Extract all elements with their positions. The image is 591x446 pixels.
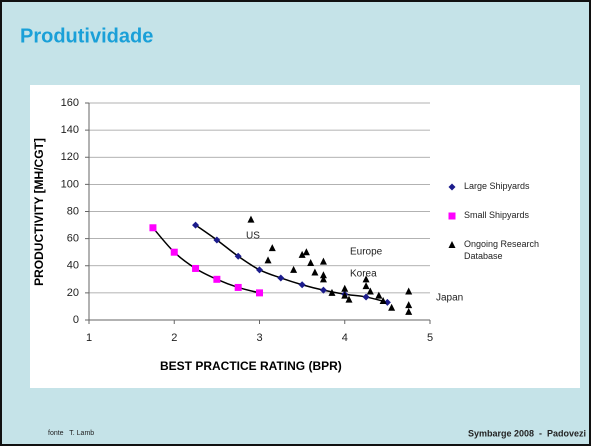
y-tick-label: 140: [61, 124, 79, 136]
y-tick-label: 120: [61, 151, 79, 163]
data-point: [405, 301, 413, 309]
x-tick-label: 5: [427, 332, 433, 344]
legend-entry: Small Shipyards: [464, 210, 530, 220]
data-point: [192, 264, 200, 272]
data-point: [234, 252, 242, 260]
data-point: [345, 295, 353, 303]
legend-entry: Large Shipyards: [464, 181, 530, 191]
x-tick-label: 1: [86, 332, 92, 344]
y-tick-label: 160: [61, 97, 79, 109]
trend-line: [195, 224, 388, 304]
data-point: [298, 250, 306, 258]
data-point: [405, 307, 413, 315]
slide-title: Produtividade: [20, 25, 153, 47]
data-point: [341, 284, 349, 292]
legend-label: Small Shipyards: [464, 210, 530, 220]
data-point: [319, 271, 327, 279]
legend-label: Ongoing Research Database: [464, 239, 540, 261]
chart-area: [30, 85, 580, 388]
data-point: [341, 291, 349, 299]
footer-credit: Symbarge 2008 - Padovezi: [468, 428, 586, 438]
data-point: [213, 236, 221, 244]
y-tick-label: 60: [67, 233, 79, 245]
data-point: [247, 215, 255, 223]
y-tick-label: 0: [73, 314, 79, 326]
data-point: [366, 287, 374, 295]
data-point: [256, 266, 263, 274]
data-point: [379, 297, 387, 305]
data-point: [170, 248, 178, 256]
y-tick-label: 100: [61, 178, 79, 190]
x-tick-label: 3: [256, 332, 262, 344]
data-point: [307, 259, 315, 267]
data-point: [328, 288, 336, 296]
annotation: Korea: [350, 269, 377, 280]
data-point: [375, 291, 383, 299]
annotation: Europe: [350, 247, 383, 258]
data-point: [383, 298, 391, 306]
legend-marker: [448, 241, 456, 248]
data-point: [362, 275, 370, 283]
data-point: [234, 283, 242, 291]
data-point: [213, 275, 221, 283]
legend-marker: [448, 212, 456, 220]
data-point: [319, 257, 327, 265]
footer-source: fonte T. Lamb: [48, 430, 94, 437]
data-point: [362, 293, 370, 301]
data-point: [362, 282, 370, 290]
annotation: US: [246, 231, 260, 242]
y-tick-label: 80: [67, 205, 79, 217]
legend-entry: Ongoing Research Database: [464, 239, 540, 261]
data-point: [264, 256, 272, 264]
data-point: [149, 224, 157, 232]
data-point: [388, 303, 396, 311]
x-tick-label: 4: [342, 332, 348, 344]
y-axis-label: PRODUCTIVITY [MH/CGT]: [32, 138, 46, 286]
x-tick-label: 2: [171, 332, 177, 344]
data-point: [319, 286, 327, 294]
data-point: [290, 265, 298, 273]
data-point: [319, 275, 327, 283]
data-point: [302, 248, 310, 256]
legend-label: Large Shipyards: [464, 181, 530, 191]
data-point: [268, 244, 276, 252]
legend-marker: [448, 183, 456, 191]
data-point: [298, 281, 306, 289]
y-tick-label: 40: [67, 260, 79, 272]
data-point: [311, 268, 319, 276]
annotation: Japan: [436, 293, 463, 304]
data-point: [277, 274, 285, 282]
x-axis-label: BEST PRACTICE RATING (BPR): [160, 359, 342, 373]
data-point: [256, 289, 263, 297]
data-point: [405, 287, 413, 295]
y-tick-label: 20: [67, 287, 79, 299]
data-point: [192, 221, 200, 229]
